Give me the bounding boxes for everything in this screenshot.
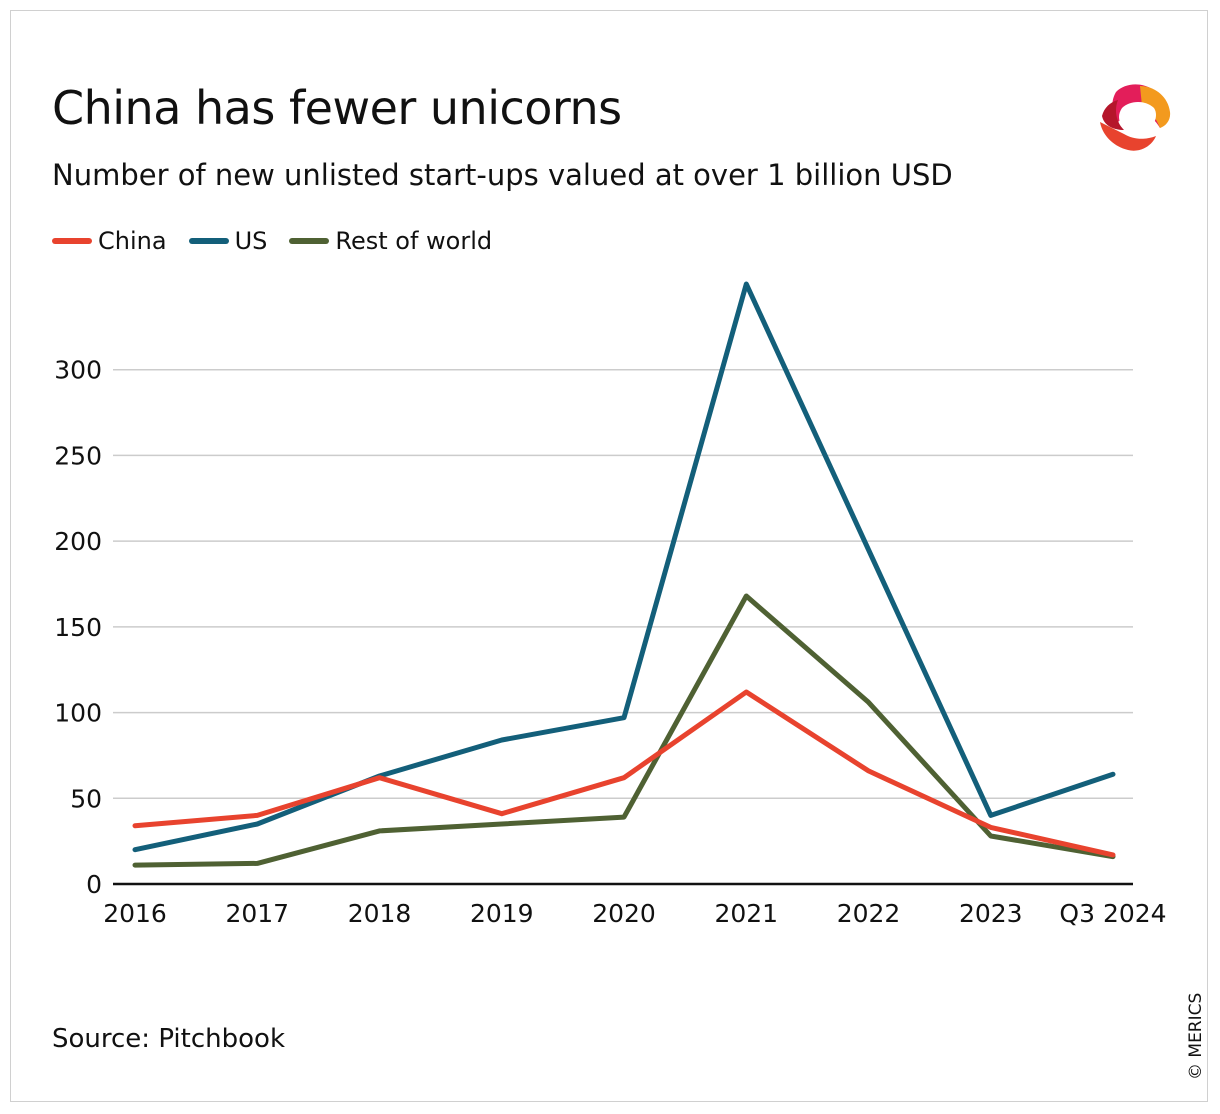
x-tick-label: 2021 (714, 899, 778, 928)
y-tick-label: 50 (70, 784, 102, 813)
y-tick-label: 250 (54, 441, 102, 470)
x-tick-label: 2017 (225, 899, 289, 928)
series-line-rest-of-world (132, 593, 1116, 868)
source-note: Source: Pitchbook (52, 1024, 285, 1054)
legend-item-rest-of-world: Rest of world (289, 224, 492, 258)
chart-frame (10, 10, 1208, 1102)
x-tick-label: 2020 (592, 899, 656, 928)
legend-item-us: US (188, 224, 268, 258)
x-tick-label: 2016 (103, 899, 167, 928)
x-tick-label: 2018 (348, 899, 412, 928)
legend-swatch-rest-of-world (289, 238, 330, 244)
chart-subtitle: Number of new unlisted start-ups valued … (52, 158, 953, 192)
copyright-note: © MERICS (1186, 992, 1206, 1080)
series-line-us (132, 281, 1116, 853)
legend: China US Rest of world (52, 224, 514, 258)
legend-label-us: US (234, 227, 268, 255)
y-tick-label: 0 (86, 870, 102, 899)
x-tick-label: 2019 (470, 899, 534, 928)
legend-swatch-china (52, 238, 92, 244)
chart-title: China has fewer unicorns (52, 81, 622, 135)
legend-item-china: China (52, 224, 167, 258)
y-tick-label: 200 (54, 527, 102, 556)
y-tick-label: 300 (54, 356, 102, 385)
merics-logo-icon (1100, 84, 1171, 151)
legend-label-china: China (98, 227, 167, 255)
x-tick-label: 2023 (959, 899, 1023, 928)
x-tick-label: 2022 (837, 899, 901, 928)
legend-swatch-us (188, 238, 229, 244)
line-chart: 0 50 100 150 200 250 300 2016 2017 2018 2019 2020 20… (54, 281, 1167, 928)
y-tick-label: 150 (54, 613, 102, 642)
legend-label-rest-of-world: Rest of world (335, 227, 493, 255)
x-tick-label: Q3 2024 (1059, 899, 1166, 928)
y-tick-label: 100 (54, 699, 102, 728)
series-line-china (132, 689, 1116, 858)
